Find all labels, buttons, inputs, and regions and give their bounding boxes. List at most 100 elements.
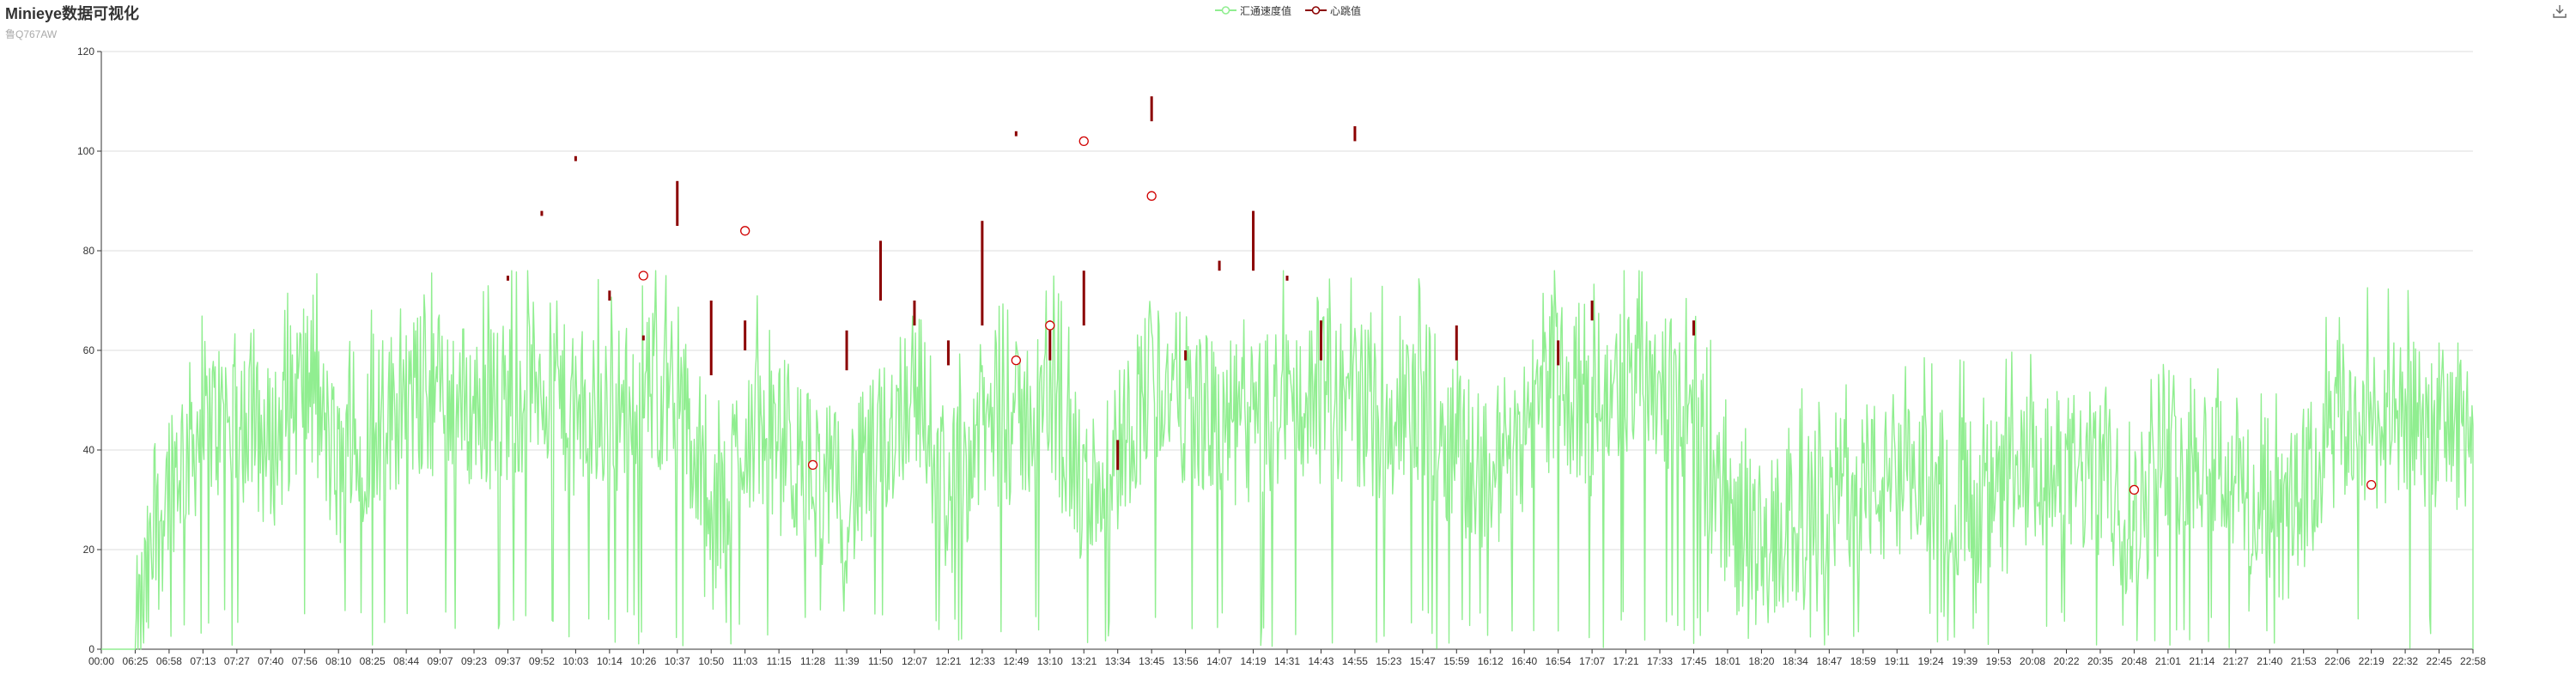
legend-speed-label: 汇通速度值 <box>1239 4 1291 17</box>
x-tick-label: 12:21 <box>935 655 961 667</box>
x-tick-label: 16:40 <box>1511 655 1537 667</box>
x-tick-label: 18:59 <box>1850 655 1876 667</box>
x-tick-label: 19:39 <box>1952 655 1978 667</box>
x-tick-label: 09:23 <box>461 655 487 667</box>
y-tick-label: 40 <box>83 444 95 456</box>
x-tick-label: 13:45 <box>1139 655 1164 667</box>
x-tick-label: 21:40 <box>2257 655 2282 667</box>
x-tick-label: 00:00 <box>88 655 114 667</box>
x-tick-label: 13:21 <box>1071 655 1097 667</box>
heartbeat-bar <box>1048 320 1052 361</box>
y-tick-label: 100 <box>77 145 94 157</box>
x-tick-label: 15:23 <box>1376 655 1401 667</box>
heartbeat-bar <box>641 335 645 341</box>
x-tick-label: 09:07 <box>428 655 453 667</box>
legend-heartbeat-symbol <box>1305 6 1327 15</box>
x-tick-label: 21:53 <box>2291 655 2317 667</box>
x-tick-label: 21:01 <box>2155 655 2181 667</box>
heartbeat-bar <box>1150 96 1153 122</box>
x-tick-label: 11:03 <box>732 655 757 667</box>
heartbeat-bar <box>845 330 848 371</box>
heartbeat-bar <box>1353 126 1357 142</box>
y-tick-label: 80 <box>83 245 95 257</box>
legend-item-speed[interactable]: 汇通速度值 <box>1214 3 1291 18</box>
y-tick-label: 0 <box>88 643 94 655</box>
y-tick-label: 60 <box>83 344 95 356</box>
speed-series-line <box>101 270 2474 650</box>
heartbeat-bar <box>1116 440 1120 471</box>
x-tick-label: 12:33 <box>969 655 995 667</box>
x-tick-label: 17:07 <box>1579 655 1605 667</box>
x-tick-label: 22:45 <box>2427 655 2452 667</box>
x-tick-label: 18:20 <box>1748 655 1774 667</box>
x-tick-label: 16:54 <box>1546 655 1571 667</box>
heartbeat-bar <box>709 301 713 375</box>
heartbeat-bar <box>913 301 916 325</box>
x-tick-label: 18:47 <box>1816 655 1842 667</box>
x-tick-label: 11:15 <box>767 655 792 667</box>
x-tick-label: 09:37 <box>495 655 520 667</box>
heartbeat-bar <box>540 210 544 216</box>
heartbeat-bar <box>676 180 679 226</box>
x-tick-label: 10:37 <box>665 655 690 667</box>
x-tick-label: 14:31 <box>1274 655 1300 667</box>
x-tick-label: 17:45 <box>1680 655 1706 667</box>
x-tick-label: 22:32 <box>2392 655 2418 667</box>
x-tick-label: 07:40 <box>258 655 283 667</box>
x-tick-label: 21:27 <box>2223 655 2249 667</box>
x-tick-label: 11:50 <box>868 655 893 667</box>
x-tick-label: 20:48 <box>2121 655 2147 667</box>
x-tick-label: 20:08 <box>2020 655 2045 667</box>
heartbeat-bar <box>1014 131 1018 137</box>
heartbeat-bar <box>574 155 577 161</box>
x-tick-label: 13:56 <box>1173 655 1199 667</box>
heartbeat-bar <box>1082 271 1085 325</box>
heartbeat-point <box>2129 484 2140 495</box>
x-tick-label: 15:59 <box>1443 655 1469 667</box>
x-tick-label: 20:22 <box>2053 655 2079 667</box>
heartbeat-bar <box>608 290 611 301</box>
heartbeat-bar <box>506 276 509 281</box>
legend-item-heartbeat[interactable]: 心跳值 <box>1305 3 1361 18</box>
x-tick-label: 19:24 <box>1918 655 1944 667</box>
x-tick-label: 14:19 <box>1241 655 1267 667</box>
y-tick-label: 120 <box>77 46 94 58</box>
x-tick-label: 21:14 <box>2189 655 2215 667</box>
heartbeat-point <box>807 459 818 471</box>
x-tick-label: 17:21 <box>1613 655 1639 667</box>
heartbeat-bar <box>879 240 883 301</box>
x-tick-label: 10:03 <box>562 655 588 667</box>
x-tick-label: 13:34 <box>1105 655 1131 667</box>
x-tick-label: 12:49 <box>1003 655 1029 667</box>
x-tick-label: 14:43 <box>1308 655 1334 667</box>
x-tick-label: 12:07 <box>902 655 927 667</box>
x-tick-label: 22:19 <box>2359 655 2385 667</box>
legend-speed-symbol <box>1214 6 1236 15</box>
x-tick-label: 06:58 <box>156 655 182 667</box>
heartbeat-point <box>1078 136 1089 147</box>
heartbeat-point <box>740 226 750 236</box>
heartbeat-point <box>1045 320 1055 331</box>
heartbeat-point <box>2366 479 2377 490</box>
heartbeat-bar <box>1590 301 1594 321</box>
x-tick-label: 18:01 <box>1715 655 1741 667</box>
heartbeat-bar <box>744 320 747 350</box>
y-tick-label: 20 <box>83 544 95 556</box>
x-tick-label: 08:10 <box>325 655 351 667</box>
x-tick-label: 06:25 <box>122 655 148 667</box>
x-tick-label: 08:25 <box>360 655 386 667</box>
heartbeat-bar <box>1557 340 1560 366</box>
legend-heartbeat-label: 心跳值 <box>1330 4 1362 17</box>
x-tick-label: 10:50 <box>698 655 724 667</box>
heartbeat-point <box>1011 355 1021 366</box>
x-tick-label: 10:14 <box>597 655 623 667</box>
x-tick-label: 09:52 <box>529 655 555 667</box>
download-icon[interactable] <box>2552 3 2567 19</box>
x-tick-label: 22:58 <box>2460 655 2486 667</box>
x-tick-label: 19:11 <box>1885 655 1910 667</box>
x-tick-label: 11:39 <box>834 655 859 667</box>
x-tick-label: 15:47 <box>1410 655 1436 667</box>
x-tick-label: 20:35 <box>2087 655 2113 667</box>
chart-subtitle: 鲁Q767AW <box>5 28 58 40</box>
